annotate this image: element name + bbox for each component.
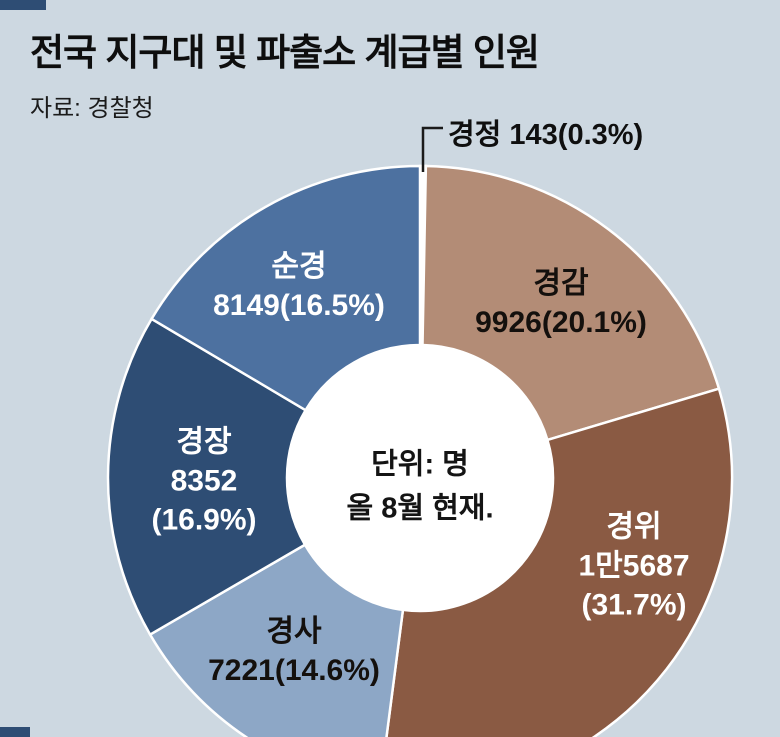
slice-sungyeong	[149, 164, 422, 412]
slice-gyeongwi	[385, 387, 734, 737]
label-sungyeong-value: 8149(16.5%)	[213, 289, 385, 322]
label-gyeongwi-value: 1만5687	[578, 549, 690, 583]
label-gyeongjeong: 경정 143(0.3%)	[448, 119, 644, 151]
label-sungyeong-rank: 순경	[271, 250, 327, 283]
slice-gyeonggam	[421, 164, 721, 442]
donut-hole	[287, 345, 553, 611]
label-gyeongjang-percent: (16.9%)	[151, 503, 257, 537]
label-gyeongsa-value: 7221(14.6%)	[208, 654, 380, 687]
callout-leader-line	[421, 126, 443, 172]
center-note-asof: 올 8월 현재.	[346, 492, 494, 524]
center-note: 단위: 명 올 8월 현재.	[346, 444, 493, 531]
label-gyeongjang-rank: 경장	[176, 425, 232, 459]
label-gyeongwi-rank: 경위	[606, 510, 662, 544]
source-credit: 자료: 경찰청	[30, 95, 154, 122]
slice-gyeongsa	[148, 543, 405, 737]
label-gyeongsa: 경사 7221(14.6%)	[208, 612, 380, 690]
label-gyeongjang: 경장 8352 (16.9%)	[151, 423, 256, 540]
label-gyeongwi: 경위 1만5687 (31.7%)	[578, 508, 689, 625]
label-gyeonggam-rank: 경감	[533, 267, 589, 300]
label-gyeongwi-percent: (31.7%)	[581, 588, 687, 622]
label-gyeongsa-rank: 경사	[266, 615, 322, 648]
label-gyeonggam-value: 9926(20.1%)	[475, 306, 647, 339]
label-sungyeong: 순경 8149(16.5%)	[213, 247, 385, 325]
corner-accent-bottom-left	[0, 727, 30, 737]
page-title: 전국 지구대 및 파출소 계급별 인원	[30, 32, 540, 73]
label-gyeongjang-value: 8352	[170, 464, 238, 498]
label-gyeonggam: 경감 9926(20.1%)	[475, 264, 647, 342]
corner-accent-top-left	[0, 0, 46, 10]
slice-gyeongjang	[106, 317, 308, 637]
center-note-unit: 단위: 명	[371, 448, 469, 481]
